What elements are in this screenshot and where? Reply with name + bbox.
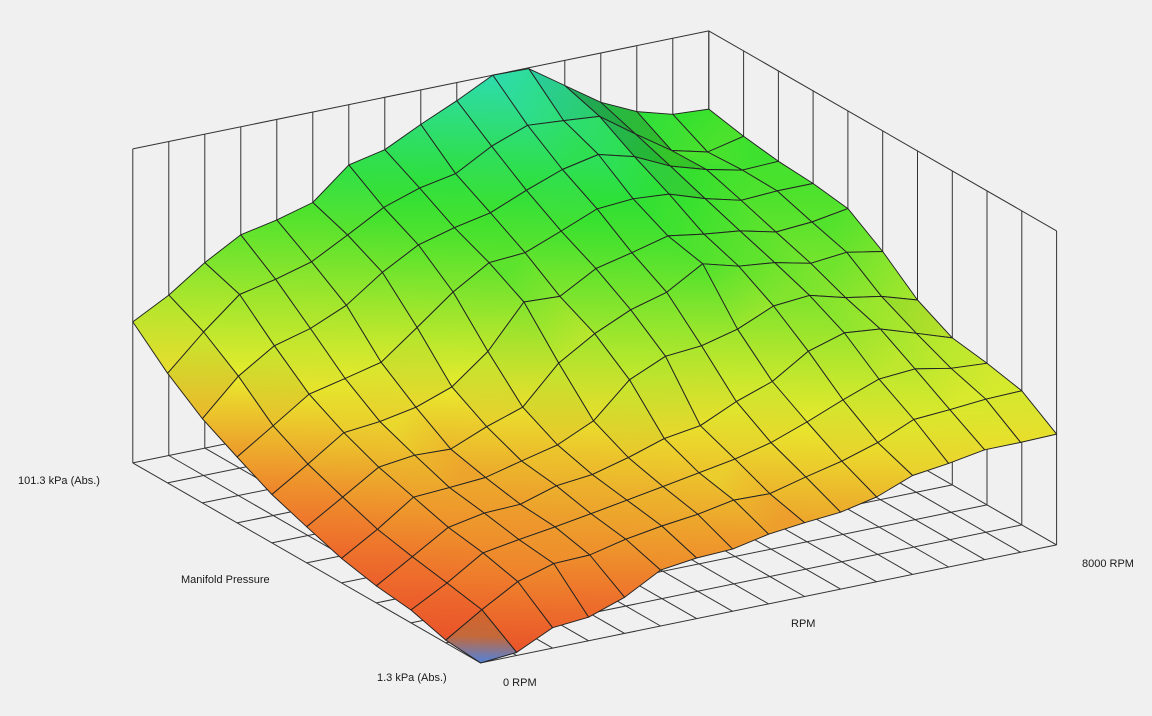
svg-text:101.3 kPa (Abs.): 101.3 kPa (Abs.): [18, 475, 100, 487]
svg-text:8000 RPM: 8000 RPM: [1082, 558, 1134, 570]
svg-text:RPM: RPM: [791, 618, 815, 630]
svg-text:0 RPM: 0 RPM: [503, 677, 537, 689]
svg-text:Manifold Pressure: Manifold Pressure: [181, 574, 270, 586]
svg-text:1.3 kPa (Abs.): 1.3 kPa (Abs.): [377, 672, 447, 684]
